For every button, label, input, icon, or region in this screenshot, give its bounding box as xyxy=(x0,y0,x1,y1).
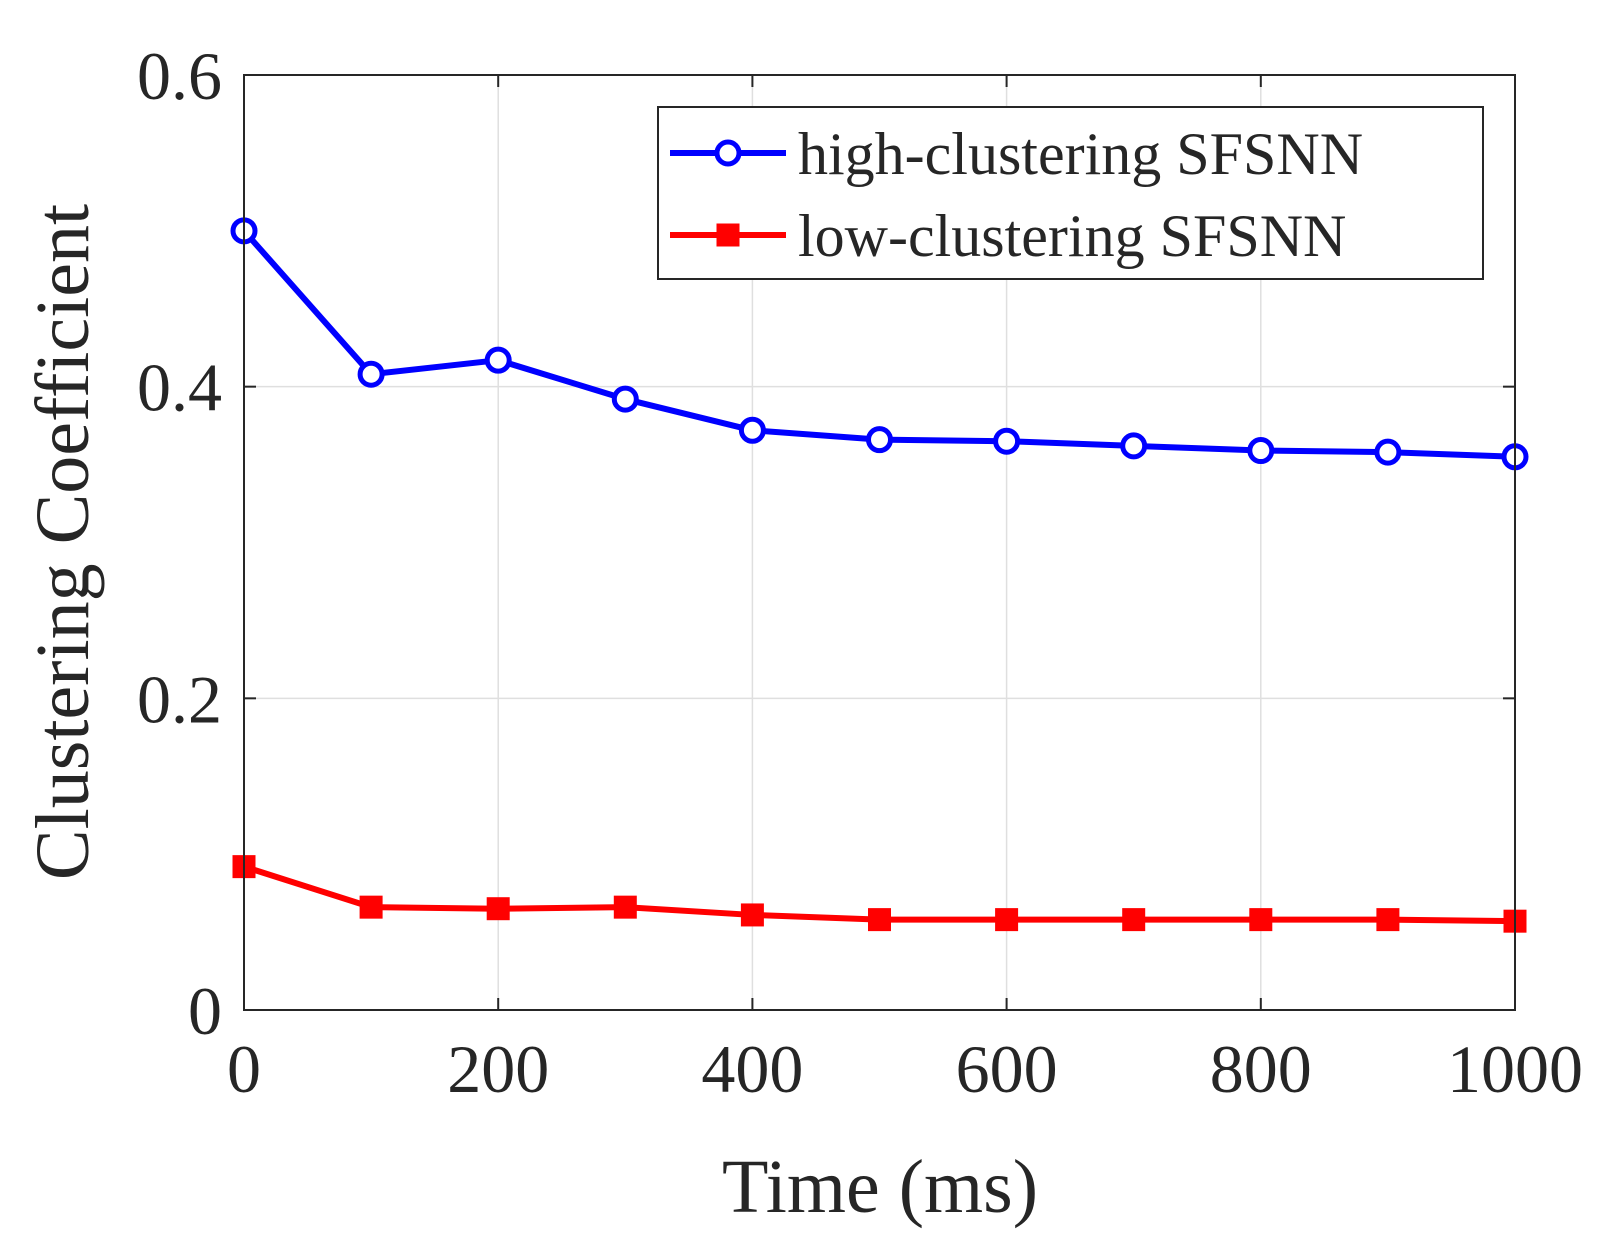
x-tick-label: 600 xyxy=(956,1031,1058,1107)
series-layer xyxy=(230,217,1529,933)
legend-marker-square xyxy=(716,223,740,247)
data-point-high-clustering xyxy=(1374,438,1402,466)
legend-label-low-clustering: low-clustering SFSNN xyxy=(798,203,1346,269)
legend-label-high-clustering: high-clustering SFSNN xyxy=(798,121,1363,187)
x-tick-labels: 0 200 400 600 800 1000 xyxy=(227,1031,1583,1107)
data-point-high-clustering xyxy=(611,385,639,413)
data-point-low-clustering xyxy=(1122,908,1146,932)
data-point-low-clustering xyxy=(868,908,891,932)
x-tick-label: 1000 xyxy=(1447,1031,1583,1107)
data-point-high-clustering xyxy=(1120,432,1148,460)
data-point-low-clustering xyxy=(613,895,637,919)
plot-frame xyxy=(243,74,1516,1011)
data-point-low-clustering xyxy=(740,903,764,927)
x-tick-label: 400 xyxy=(701,1031,803,1107)
y-tick-label: 0.2 xyxy=(137,661,222,737)
data-point-high-clustering xyxy=(866,426,893,454)
x-axis-title: Time (ms) xyxy=(722,1145,1038,1229)
y-tick-label: 0 xyxy=(188,973,222,1049)
data-point-low-clustering xyxy=(995,908,1019,932)
x-tick-label: 200 xyxy=(447,1031,549,1107)
data-point-low-clustering xyxy=(486,897,510,921)
y-axis-title: Clustering Coefficient xyxy=(21,204,105,880)
y-tick-labels: 0 0.2 0.4 0.6 xyxy=(137,38,222,1049)
data-point-high-clustering xyxy=(738,416,766,444)
y-tick-label: 0.6 xyxy=(137,38,222,114)
x-tick-label: 800 xyxy=(1210,1031,1312,1107)
data-point-low-clustering xyxy=(1249,908,1273,932)
legend-marker-circle xyxy=(714,139,742,167)
data-point-high-clustering xyxy=(357,360,385,388)
legend: high-clustering SFSNN low-clustering SFS… xyxy=(657,106,1484,280)
data-point-high-clustering xyxy=(484,346,512,374)
x-tick-label: 0 xyxy=(227,1031,261,1107)
y-tick-label: 0.4 xyxy=(137,350,222,426)
data-point-low-clustering xyxy=(1376,908,1400,932)
data-point-low-clustering xyxy=(359,895,383,919)
data-point-high-clustering xyxy=(993,427,1021,455)
legend-box xyxy=(657,106,1484,280)
data-point-high-clustering xyxy=(1247,437,1275,465)
